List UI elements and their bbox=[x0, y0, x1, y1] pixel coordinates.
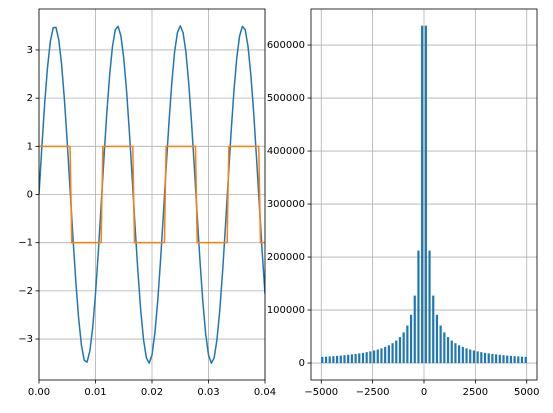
bar bbox=[343, 355, 346, 364]
y-tick-label: 100000 bbox=[267, 305, 305, 316]
axes-frame bbox=[38, 8, 266, 381]
bar bbox=[465, 348, 468, 364]
x-tick-label: 5000 bbox=[514, 387, 539, 398]
bar bbox=[395, 340, 398, 364]
bar bbox=[487, 353, 490, 364]
bar bbox=[439, 325, 442, 364]
x-tick-label: 0 bbox=[421, 387, 427, 398]
bar bbox=[502, 355, 505, 364]
y-tick-label: −2 bbox=[18, 286, 33, 297]
plot-area bbox=[39, 25, 265, 364]
bar bbox=[358, 353, 361, 364]
y-tick-label: 0 bbox=[299, 358, 305, 369]
bar bbox=[406, 325, 409, 364]
bar bbox=[524, 356, 527, 364]
y-tick-label: 2 bbox=[27, 93, 33, 104]
x-tick-label: 0.02 bbox=[141, 387, 163, 398]
bar bbox=[520, 356, 524, 364]
bar bbox=[339, 355, 342, 364]
bar bbox=[472, 350, 476, 364]
y-tick-label: 3 bbox=[27, 45, 33, 56]
bar bbox=[421, 25, 424, 364]
y-tick-label: 500000 bbox=[267, 93, 305, 104]
bar bbox=[469, 349, 472, 364]
x-tick-label: 0.04 bbox=[254, 387, 276, 398]
line-series bbox=[39, 145, 265, 244]
bar bbox=[380, 348, 383, 364]
bar bbox=[361, 352, 365, 364]
x-tick-label: −5000 bbox=[304, 387, 338, 398]
axes: 0.00 0.01 0.02 0.03 0.04 −3 −2 −1 0 1 2 3 bbox=[18, 8, 276, 398]
bar bbox=[446, 337, 450, 364]
bar bbox=[506, 355, 509, 364]
y-tick-label: 0 bbox=[27, 190, 33, 201]
bar bbox=[347, 354, 350, 364]
bar bbox=[428, 250, 431, 364]
bar bbox=[402, 332, 405, 364]
bar bbox=[435, 314, 439, 364]
bar bbox=[365, 352, 368, 364]
bar bbox=[354, 353, 357, 364]
bar bbox=[443, 332, 446, 364]
bar bbox=[409, 314, 413, 364]
bar bbox=[424, 25, 427, 364]
bar bbox=[391, 343, 394, 364]
bar bbox=[517, 356, 520, 364]
plot-area bbox=[321, 25, 527, 364]
bar bbox=[321, 356, 324, 364]
bar bbox=[483, 352, 487, 364]
bar bbox=[369, 351, 372, 364]
bar bbox=[450, 340, 453, 364]
bar bbox=[332, 356, 335, 364]
bar bbox=[432, 295, 435, 364]
x-tick-label: 0.00 bbox=[28, 387, 50, 398]
bar bbox=[387, 345, 390, 364]
y-tick-label: 200000 bbox=[267, 252, 305, 263]
bar bbox=[454, 343, 457, 364]
y-tick-label: 600000 bbox=[267, 40, 305, 51]
y-tick-label: 1 bbox=[27, 141, 33, 152]
bar bbox=[476, 351, 479, 364]
bar bbox=[513, 356, 516, 364]
y-tick-label: 400000 bbox=[267, 146, 305, 157]
x-tick-label: 2500 bbox=[463, 387, 488, 398]
y-tick-label: 300000 bbox=[267, 199, 305, 210]
bar bbox=[324, 356, 328, 364]
bar bbox=[328, 356, 331, 364]
bar bbox=[491, 353, 494, 364]
y-tick-label: −1 bbox=[18, 238, 33, 249]
bar bbox=[384, 346, 387, 364]
bar bbox=[413, 295, 416, 364]
y-tick-label: −3 bbox=[18, 334, 33, 345]
bar bbox=[398, 337, 402, 364]
bar bbox=[480, 352, 483, 364]
bar bbox=[461, 346, 464, 364]
axes: −5000 −2500 0 2500 5000 0 100000 200000 300000 40… bbox=[267, 8, 539, 398]
bar bbox=[376, 349, 379, 364]
x-tick-label: 0.01 bbox=[84, 387, 106, 398]
x-tick-label: 0.03 bbox=[197, 387, 219, 398]
bar bbox=[458, 345, 461, 364]
bar bbox=[372, 350, 376, 364]
bar bbox=[495, 354, 498, 364]
axes-frame bbox=[310, 8, 538, 381]
bar bbox=[417, 250, 420, 364]
bar bbox=[350, 354, 353, 364]
x-tick-label: −2500 bbox=[356, 387, 390, 398]
bar bbox=[498, 354, 501, 364]
bar bbox=[335, 355, 339, 364]
bar bbox=[509, 355, 513, 364]
